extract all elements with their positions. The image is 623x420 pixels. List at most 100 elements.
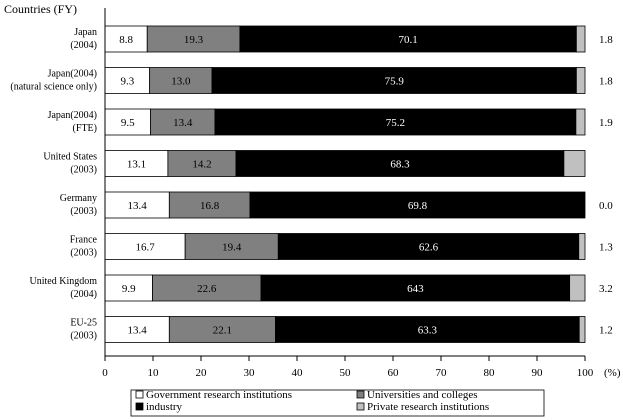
bar-segment [104, 316, 170, 343]
data-label: 68.3 [390, 159, 410, 171]
bar-segment [575, 108, 586, 136]
data-label: 9.9 [122, 283, 136, 295]
data-label: 1.8 [599, 76, 613, 88]
data-label: 69.8 [408, 200, 428, 212]
x-tick-label: 20 [196, 367, 208, 379]
legend-box [130, 389, 545, 417]
bar-segment [104, 191, 170, 219]
bar-segment [563, 150, 586, 177]
bar-segment [575, 67, 586, 94]
data-label: 63.3 [418, 325, 438, 337]
data-label: 1.2 [599, 325, 613, 337]
category-label: (2003) [70, 206, 97, 217]
data-label: 0.0 [599, 200, 613, 212]
x-tick-label: 50 [340, 367, 352, 379]
bar-segment [184, 233, 279, 260]
x-tick-label: 100 [577, 367, 594, 379]
bars-group: 8.8 19.3 70.1 1.8 9.3 13.0 75.9 1.8 9.5 13.4 75.2 1… [104, 25, 613, 343]
bar-segment [578, 316, 586, 343]
x-tick-label: 10 [148, 367, 160, 379]
bar-segment [146, 25, 241, 53]
x-tick-label: 30 [244, 367, 256, 379]
x-tick-label: 70 [436, 367, 448, 379]
bar-segment [235, 150, 565, 177]
bar-segment [168, 316, 276, 343]
data-label: 1.8 [599, 34, 613, 46]
x-tick-label: 60 [388, 367, 400, 379]
data-label: 19.3 [184, 34, 204, 46]
data-label: 13.0 [171, 76, 191, 88]
bar-segment [569, 274, 586, 302]
legend-swatch [135, 390, 144, 399]
data-label: 13.1 [127, 159, 146, 171]
data-label: 75.9 [385, 76, 405, 88]
category-label: Germany [60, 193, 97, 204]
data-label: 16.8 [200, 200, 220, 212]
data-label: 70.1 [398, 34, 417, 46]
category-label: (2003) [70, 331, 97, 342]
legend-label: industry [146, 401, 183, 413]
category-label: (2003) [70, 165, 97, 176]
data-label: 22.6 [197, 283, 217, 295]
x-axis: 0 10 20 30 40 50 60 70 80 90 100 [102, 8, 594, 379]
legend-label: Universities and colleges [367, 389, 478, 401]
data-label: 13.4 [173, 117, 193, 129]
x-tick-label: 80 [484, 367, 496, 379]
legend-swatch [356, 390, 365, 399]
x-tick-label: 40 [292, 367, 304, 379]
data-label: 13.4 [128, 325, 148, 337]
data-label: 62.6 [419, 242, 439, 254]
bar-segment [578, 233, 586, 260]
category-label: Japan [74, 27, 97, 38]
bar-segment [150, 108, 216, 136]
data-label: 16.7 [135, 242, 155, 254]
legend-swatch [135, 402, 144, 411]
data-label: 13.4 [128, 200, 148, 212]
category-label: (2004) [70, 289, 97, 300]
bar-segment [104, 274, 153, 302]
bar-segment [104, 108, 151, 136]
x-tick-label: 0 [102, 367, 108, 379]
bar-segment [149, 67, 213, 94]
data-label: 75.2 [386, 117, 405, 129]
category-label: (natural science only) [10, 82, 97, 93]
legend-swatch [356, 402, 365, 411]
category-label: Japan(2004) [48, 110, 97, 121]
bar-segment [168, 191, 251, 219]
bar-segment [260, 274, 571, 302]
bar-segment [277, 233, 580, 260]
y-axis-title: Countries (FY) [4, 2, 77, 16]
bar-segment [249, 191, 586, 219]
data-label: 22.1 [213, 325, 232, 337]
data-label: 643 [407, 283, 424, 295]
bar-segment [211, 67, 577, 94]
legend-label: Government research institutions [146, 389, 292, 401]
legend-label: Private research institutions [367, 401, 489, 413]
category-label: (2004) [70, 40, 97, 51]
bar-segment [152, 274, 262, 302]
category-label: United States [43, 152, 97, 163]
x-axis-unit: (%) [604, 367, 621, 379]
data-label: 19.4 [222, 242, 242, 254]
category-labels: Japan(2004)Japan(2004)(natural science o… [10, 27, 97, 342]
category-label: United Kingdom [30, 276, 98, 287]
data-label: 9.3 [120, 76, 134, 88]
legend: Government research institutions Universi… [130, 389, 545, 417]
bar-segment [104, 150, 169, 177]
data-label: 1.9 [599, 117, 613, 129]
bar-segment [575, 25, 586, 53]
data-label: 3.2 [599, 283, 613, 295]
x-tick-label: 90 [532, 367, 544, 379]
category-label: EU-25 [70, 318, 97, 329]
data-label: 8.8 [119, 34, 133, 46]
category-label: (2003) [70, 248, 97, 259]
category-label: Japan(2004) [48, 69, 97, 80]
data-label: 9.5 [121, 117, 135, 129]
bar-segment [214, 108, 577, 136]
data-label: 1.3 [599, 242, 613, 254]
category-label: (FTE) [73, 123, 97, 134]
bar-segment [239, 25, 577, 53]
category-label: France [70, 235, 98, 246]
data-label: 14.2 [192, 159, 211, 171]
